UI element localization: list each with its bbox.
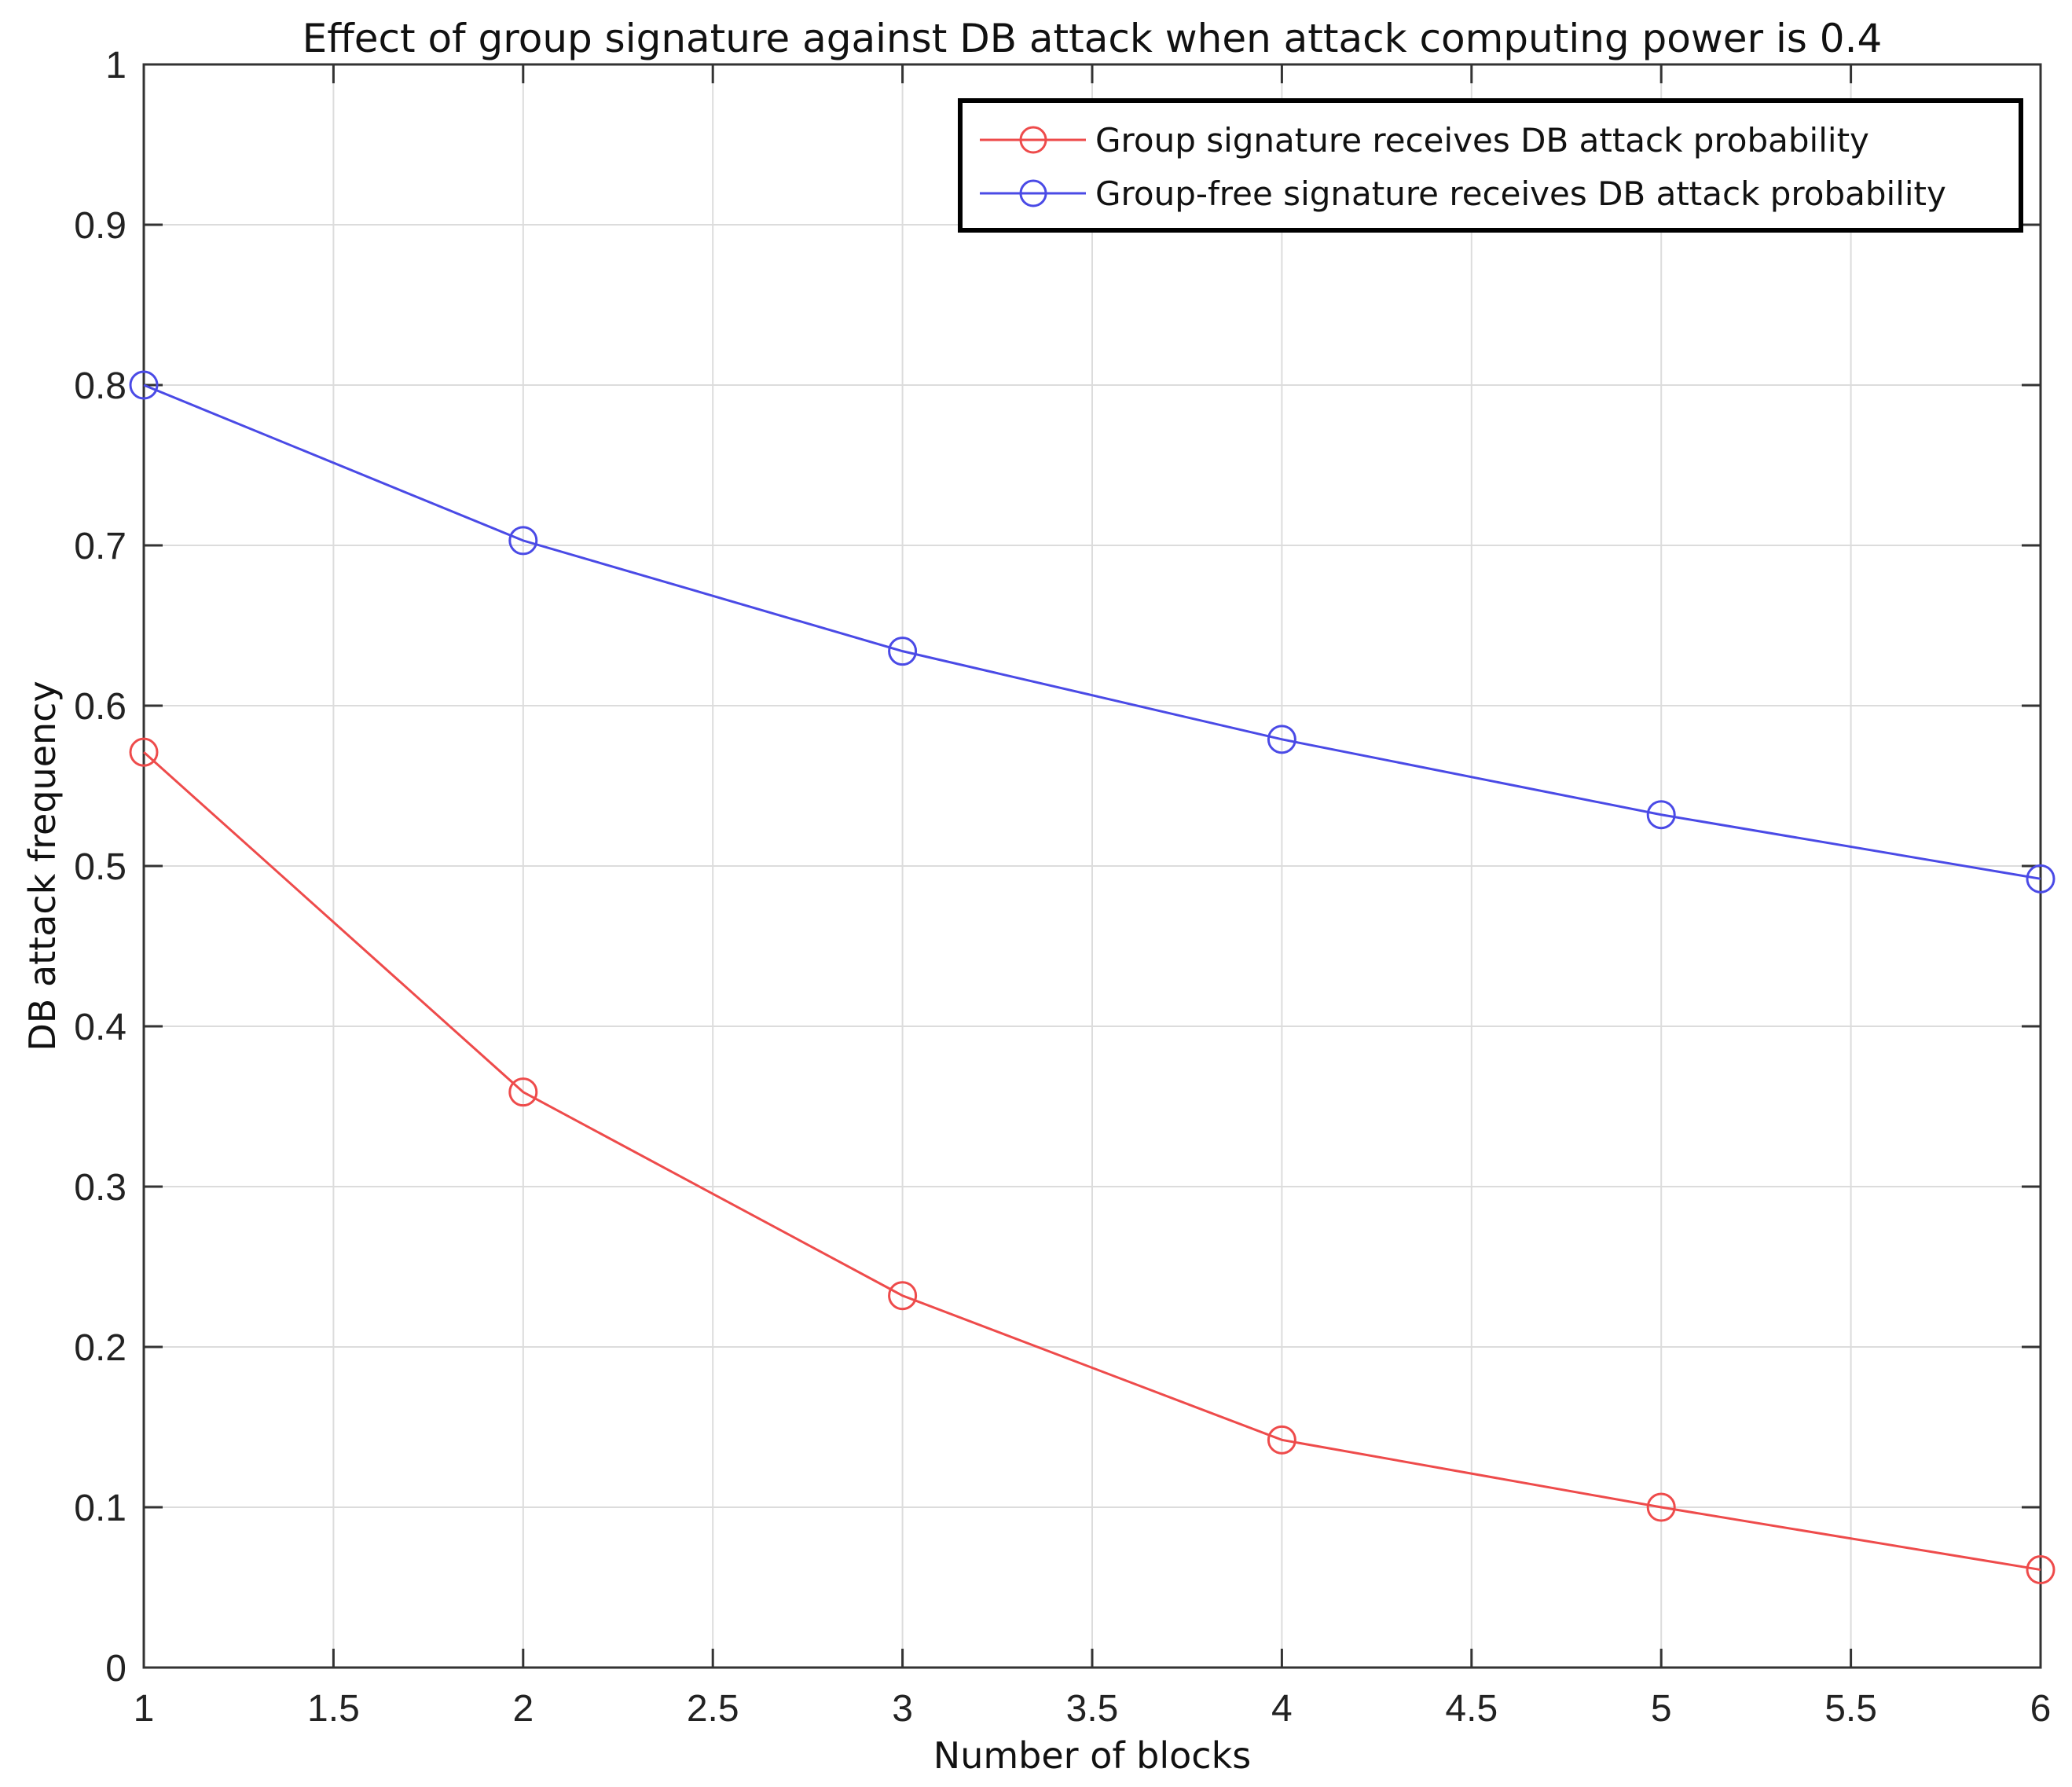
series-0 (129, 737, 2055, 1585)
data-point-marker (508, 1077, 538, 1107)
data-point-marker (129, 370, 159, 400)
y-tick-label: 1 (105, 45, 127, 86)
axis-ticks: 1 1.5 2 2.5 3 3.5 4 4.5 5 5.5 6 0 0.1 0.2 0.3 0.4 0.5 0.6… (74, 45, 2051, 1730)
chart-title: Effect of group signature against DB att… (303, 16, 1883, 61)
x-tick-label: 3 (892, 1688, 913, 1730)
legend-label-group-free-signature: Group-free signature receives DB attack … (1095, 174, 1946, 213)
y-tick-label: 0.9 (74, 205, 127, 247)
y-tick-label: 0.8 (74, 365, 127, 407)
x-tick-label: 3.5 (1066, 1688, 1119, 1730)
data-series (129, 370, 2055, 1585)
data-point-marker (129, 737, 159, 767)
x-tick-label: 2 (512, 1688, 534, 1730)
legend: Group signature receives DB attack proba… (958, 98, 2023, 233)
y-tick-label: 0.4 (74, 1007, 127, 1048)
x-tick-label: 2.5 (687, 1688, 739, 1730)
legend-swatch-marker (1019, 179, 1047, 207)
x-tick-label: 1.5 (307, 1688, 360, 1730)
data-point-marker (1646, 1492, 1676, 1522)
x-tick-label: 5.5 (1824, 1688, 1877, 1730)
x-tick-label: 6 (2030, 1688, 2052, 1730)
series-line (142, 751, 2041, 1572)
y-tick-label: 0 (105, 1648, 127, 1690)
data-point-marker (888, 1281, 918, 1311)
x-tick-label: 1 (134, 1688, 155, 1730)
x-tick-label: 4 (1271, 1688, 1293, 1730)
data-point-marker (888, 637, 918, 666)
y-tick-label: 0.3 (74, 1167, 127, 1209)
data-point-marker (2026, 1555, 2055, 1585)
legend-entry-group-free-signature: Group-free signature receives DB attack … (980, 174, 1946, 213)
data-point-marker (2026, 864, 2055, 894)
series-line (143, 383, 2041, 880)
data-point-marker (1267, 1425, 1296, 1455)
grid-lines (143, 64, 2041, 1668)
x-tick-label: 5 (1651, 1688, 1672, 1730)
y-tick-label: 0.2 (74, 1327, 127, 1369)
y-tick-label: 0.7 (74, 526, 127, 567)
legend-box (958, 98, 2023, 233)
data-point-marker (508, 526, 538, 556)
y-tick-label: 0.6 (74, 686, 127, 728)
series-1 (129, 370, 2055, 894)
legend-entry-group-signature: Group signature receives DB attack proba… (980, 121, 1869, 160)
x-axis-label: Number of blocks (933, 1734, 1251, 1777)
data-point-marker (1267, 725, 1296, 754)
legend-swatch-marker (1019, 126, 1047, 154)
y-tick-label: 0.1 (74, 1488, 127, 1529)
data-point-marker (1646, 800, 1676, 830)
legend-label-group-signature: Group signature receives DB attack proba… (1095, 121, 1869, 160)
x-tick-label: 4.5 (1445, 1688, 1498, 1730)
y-tick-label: 0.5 (74, 846, 127, 888)
y-axis-label: DB attack frequency (21, 681, 64, 1051)
